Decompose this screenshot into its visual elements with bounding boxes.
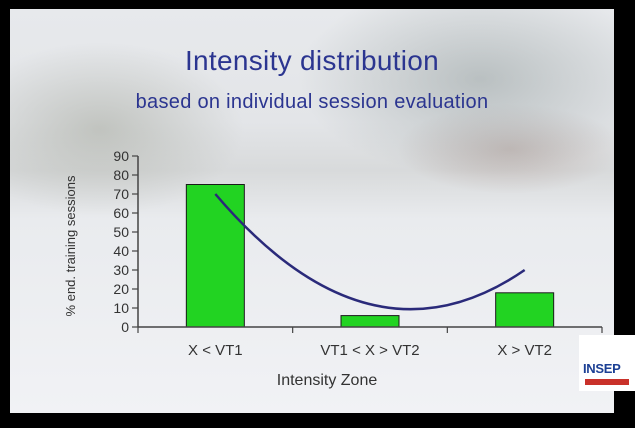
y-tick-label: 20 xyxy=(113,281,129,297)
logo-stripe xyxy=(585,379,629,385)
bars xyxy=(185,184,555,328)
logo-text: INSEP xyxy=(583,361,621,376)
slide-subtitle: based on individual session evaluation xyxy=(135,91,489,113)
y-tick-label: 40 xyxy=(113,243,129,259)
y-tick-label: 30 xyxy=(113,262,129,278)
slide: Intensity distribution based on individu… xyxy=(10,9,614,413)
bar xyxy=(340,315,400,328)
x-tick-label: X > VT2 xyxy=(497,342,552,359)
slide-title: Intensity distribution xyxy=(184,45,440,76)
y-tick-label: 80 xyxy=(113,167,129,183)
y-axis-label: % end. training sessions xyxy=(63,175,78,316)
y-tick-label: 90 xyxy=(113,148,129,164)
trend-curve xyxy=(214,193,526,311)
y-axis-ticks: 0 10 20 30 40 50 60 70 80 90 xyxy=(113,148,603,335)
x-axis-labels: X < VT1 VT1 < X > VT2 X > VT2 xyxy=(188,342,552,359)
y-tick-label: 0 xyxy=(121,319,129,335)
x-tick-label: VT1 < X > VT2 xyxy=(320,342,419,359)
bar xyxy=(495,292,555,328)
y-tick-label: 10 xyxy=(113,300,129,316)
y-tick-label: 70 xyxy=(113,186,129,202)
bar xyxy=(185,184,245,328)
x-tick-label: X < VT1 xyxy=(188,342,243,359)
bar-chart: 0 10 20 30 40 50 60 70 80 90 X < VT1 VT1 < X > VT2… xyxy=(63,148,603,389)
x-axis-label: Intensity Zone xyxy=(277,372,378,389)
y-tick-label: 60 xyxy=(113,205,129,221)
insep-logo: INSEP xyxy=(579,335,635,391)
y-tick-label: 50 xyxy=(113,224,129,240)
